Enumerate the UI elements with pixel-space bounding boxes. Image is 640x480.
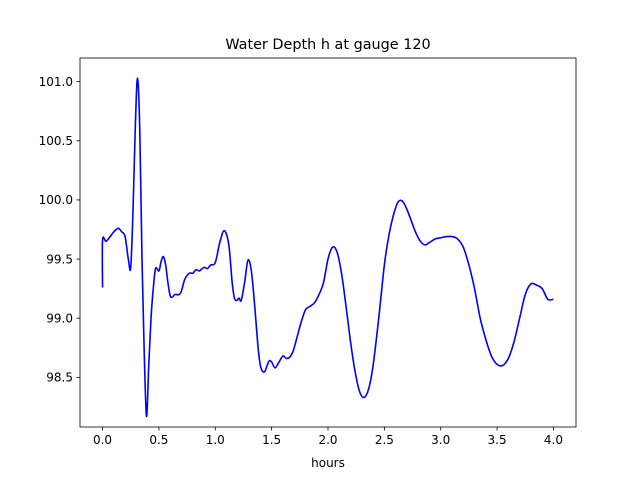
y-tick-label: 100.5 — [39, 134, 73, 148]
x-axis-label: hours — [311, 456, 345, 470]
x-axis: 0.0 0.5 1.0 1.5 2.0 2.5 3.0 3.5 4.0 — [93, 427, 563, 447]
y-axis: 98.5 99.0 99.5 100.0 100.5 101.0 — [39, 75, 80, 385]
x-tick-label: 2.0 — [318, 433, 337, 447]
x-tick-label: 2.5 — [375, 433, 394, 447]
x-tick-label: 3.0 — [431, 433, 450, 447]
y-tick-label: 99.5 — [46, 252, 73, 266]
y-tick-label: 99.0 — [46, 311, 73, 325]
chart-title: Water Depth h at gauge 120 — [225, 37, 430, 53]
y-tick-label: 98.5 — [46, 371, 73, 385]
x-tick-label: 0.5 — [149, 433, 168, 447]
x-tick-label: 1.0 — [206, 433, 225, 447]
x-tick-label: 3.5 — [488, 433, 507, 447]
x-tick-label: 0.0 — [93, 433, 112, 447]
y-tick-label: 100.0 — [39, 193, 73, 207]
x-tick-label: 1.5 — [262, 433, 281, 447]
y-tick-label: 101.0 — [39, 75, 73, 89]
series-line — [101, 77, 554, 418]
x-tick-label: 4.0 — [544, 433, 563, 447]
plot-frame — [79, 57, 577, 428]
